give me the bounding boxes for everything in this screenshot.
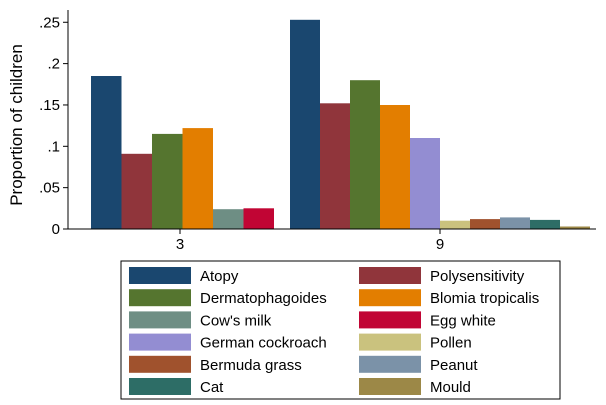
legend-label-bermuda-grass: Bermuda grass: [200, 357, 302, 374]
bar-3-cow-s-milk: [213, 209, 244, 229]
legend-swatch-peanut: [359, 355, 421, 373]
bar-9-dermatophagoides: [350, 80, 380, 229]
legend-label-german-cockroach: German cockroach: [200, 335, 327, 352]
legend-swatch-atopy: [129, 267, 191, 284]
legend-label-dermatophagoides: Dermatophagoides: [200, 290, 327, 307]
bar-9-atopy: [290, 19, 320, 229]
legend-swatch-cat: [129, 378, 191, 395]
y-tick-label: .15: [39, 97, 60, 114]
legend-swatch-dermatophagoides: [129, 289, 191, 307]
legend-swatch-german-cockroach: [129, 333, 191, 351]
y-tick-label: .1: [47, 138, 60, 155]
bar-9-bermuda-grass: [470, 219, 500, 229]
legend-box: [120, 260, 561, 400]
legend-swatch-egg-white: [359, 311, 421, 329]
legend-label-pollen: Pollen: [430, 335, 472, 352]
bar-9-pollen: [440, 220, 470, 229]
bar-9-polysensitivity: [320, 103, 350, 229]
bar-9-cat: [530, 219, 560, 229]
y-axis-label: Proportion of children: [7, 44, 26, 206]
legend-label-mould: Mould: [430, 379, 471, 396]
bar-3-atopy: [91, 76, 122, 229]
legend-swatch-cow-s-milk: [129, 311, 191, 329]
bar-3-dermatophagoides: [152, 133, 183, 229]
x-tick-label: 3: [176, 236, 184, 253]
bar-3-blomia-tropicalis: [182, 128, 213, 229]
legend-swatch-pollen: [359, 333, 421, 351]
y-tick-label: .2: [47, 56, 60, 73]
y-tick-label: 0: [52, 221, 60, 238]
legend-swatch-mould: [359, 378, 421, 395]
legend-label-egg-white: Egg white: [430, 312, 496, 329]
legend-label-atopy: Atopy: [200, 268, 239, 285]
plot-area: [91, 19, 590, 230]
legend-swatch-bermuda-grass: [129, 355, 191, 373]
legend-label-polysensitivity: Polysensitivity: [430, 268, 525, 285]
bar-3-polysensitivity: [121, 153, 152, 230]
bar-3-egg-white: [243, 208, 274, 229]
legend-swatch-blomia-tropicalis: [359, 289, 421, 307]
legend-label-cat: Cat: [200, 379, 224, 396]
legend-label-blomia-tropicalis: Blomia tropicalis: [430, 290, 539, 307]
legend: Atopy Polysensitivity Dermatophagoides Blom…: [120, 260, 561, 400]
legend-label-peanut: Peanut: [430, 357, 478, 374]
bar-9-mould: [560, 226, 590, 229]
legend-swatch-polysensitivity: [359, 267, 421, 284]
x-tick-label: 9: [436, 236, 444, 253]
legend-label-cow-s-milk: Cow's milk: [200, 312, 272, 329]
bar-9-blomia-tropicalis: [380, 105, 410, 229]
bar-9-peanut: [500, 217, 530, 229]
y-axis: 0 .05 .1 .15 .2 .25: [39, 10, 69, 238]
bar-9-german-cockroach: [410, 138, 440, 229]
y-tick-label: .25: [39, 14, 60, 31]
y-tick-label: .05: [39, 180, 60, 197]
